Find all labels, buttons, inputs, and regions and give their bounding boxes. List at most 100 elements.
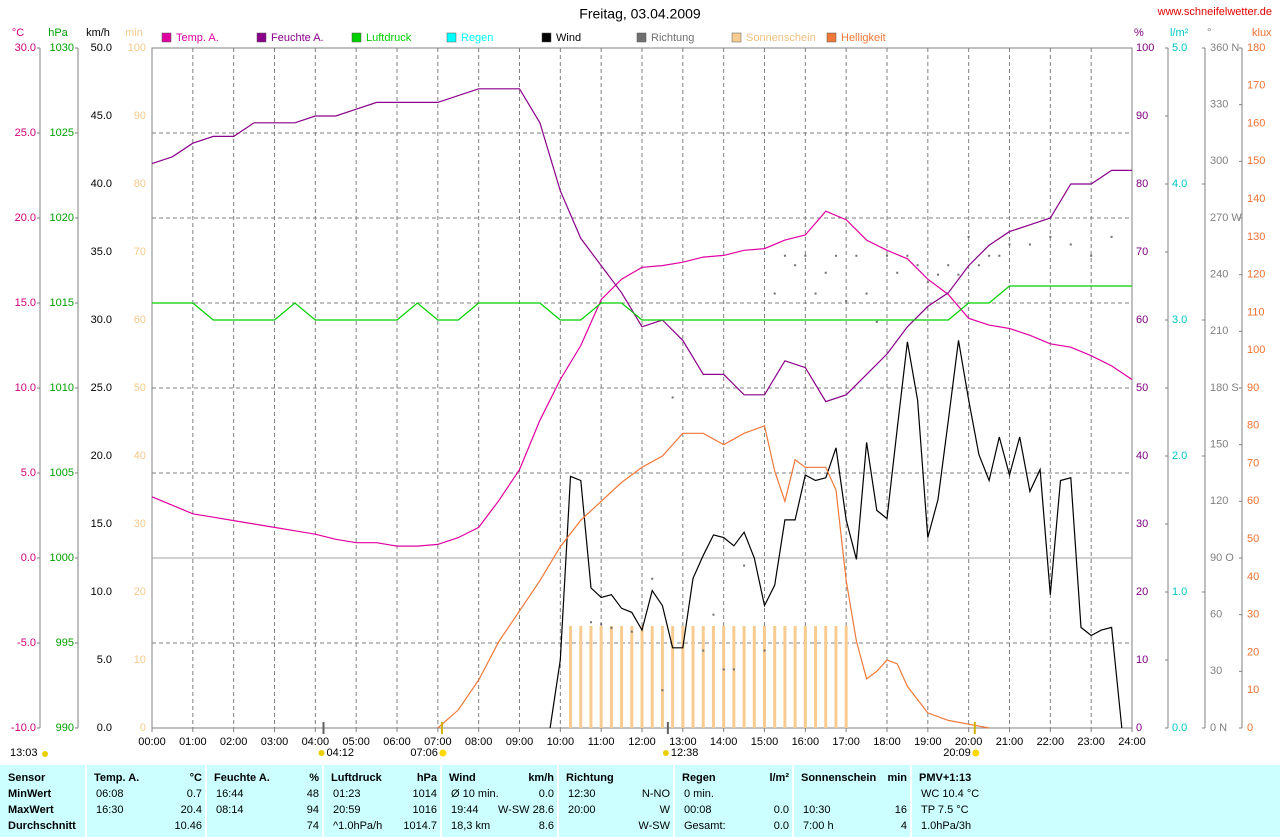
moon-icon: [42, 751, 48, 757]
y-tick-label: 15.0: [15, 297, 36, 309]
y-tick-label: 300: [1210, 155, 1228, 167]
sunshine-bar: [660, 626, 664, 728]
y-tick-label: 170: [1247, 80, 1265, 92]
y-tick-label: 120: [1210, 495, 1228, 507]
direction-dot: [926, 281, 929, 284]
stats-time: 10:30: [803, 804, 831, 816]
y-tick-label: 5.0: [21, 467, 36, 479]
y-tick-label: 30.0: [15, 42, 36, 54]
legend-label: Sonnenschein: [746, 32, 816, 44]
y-tick-label: 40: [134, 450, 146, 462]
x-tick-label: 15:00: [751, 736, 779, 748]
x-tick-label: 02:00: [220, 736, 248, 748]
sunshine-bar: [589, 626, 593, 728]
stats-value: 16: [895, 804, 907, 816]
direction-dot: [773, 292, 776, 295]
sunshine-bar: [783, 626, 787, 728]
stats-unit: min: [887, 772, 907, 784]
direction-dot: [886, 254, 888, 257]
direction-dot: [630, 630, 633, 633]
stats-time: 00:08: [684, 804, 712, 816]
y-tick-label: 10: [1136, 654, 1148, 666]
y-tick-label: -10.0: [11, 722, 36, 734]
direction-dot: [1049, 235, 1052, 238]
stats-time: 16:44: [216, 788, 244, 800]
y-tick-label: 1025: [50, 127, 74, 139]
stats-time: 7:00 h: [803, 820, 834, 832]
stats-value: 48: [307, 788, 319, 800]
sun-time: 20:09: [943, 747, 971, 759]
direction-dot: [855, 254, 858, 257]
sunshine-bar: [803, 626, 807, 728]
x-tick-label: 20:00: [955, 736, 983, 748]
y-tick-label: 10.0: [91, 586, 112, 598]
y-tick-label: 20.0: [91, 450, 112, 462]
y-tick-label: 180: [1247, 42, 1265, 54]
direction-dot: [702, 649, 705, 652]
stats-time: Ø 10 min.: [451, 788, 499, 800]
direction-dot: [998, 254, 1001, 257]
y-tick-label: 20: [134, 586, 146, 598]
sun-icon: [439, 749, 447, 757]
stats-value: W-SW 28.6: [498, 804, 554, 816]
sunshine-bar: [763, 626, 766, 728]
stats-time: TP 7.5 °C: [921, 804, 969, 816]
stats-row-label: Durchschnitt: [8, 820, 76, 832]
y-tick-label: 990: [56, 722, 74, 734]
sunshine-bar: [579, 626, 583, 728]
y-tick-label: 90: [1247, 382, 1259, 394]
sunshine-bar: [599, 626, 603, 728]
stats-header: Feuchte A.: [214, 772, 270, 784]
stats-header: Wind: [449, 772, 476, 784]
x-tick-label: 12:00: [628, 736, 656, 748]
x-tick-label: 03:00: [261, 736, 289, 748]
x-tick-label: 05:00: [342, 736, 370, 748]
stats-value: 74: [307, 820, 319, 832]
legend-swatch: [161, 32, 172, 43]
y-tick-label: 330: [1210, 99, 1228, 111]
y-tick-label: 1030: [50, 42, 74, 54]
y-tick-label: 110: [1247, 306, 1265, 318]
direction-dot: [732, 668, 735, 671]
sunshine-bar: [609, 626, 613, 728]
direction-dot: [834, 254, 837, 257]
y-tick-label: 15.0: [91, 518, 112, 530]
x-tick-label: 18:00: [873, 736, 901, 748]
legend-label: Wind: [556, 32, 581, 44]
x-tick-label: 00:00: [138, 736, 166, 748]
moon-icon: [318, 750, 325, 756]
direction-dot: [1028, 243, 1031, 246]
y-tick-label: 20: [1247, 646, 1259, 658]
y-tick-label: 10.0: [15, 382, 36, 394]
direction-dot: [1090, 254, 1093, 257]
sunshine-bar: [814, 626, 818, 728]
stats-time: 01:23: [333, 788, 361, 800]
y-tick-label: 5.0: [97, 654, 112, 666]
y-tick-label: 50: [1136, 382, 1148, 394]
x-tick-label: 19:00: [914, 736, 942, 748]
direction-dot: [977, 264, 980, 267]
y-tick-label: 20.0: [15, 212, 36, 224]
y-tick-label: 160: [1247, 117, 1265, 129]
sunshine-bar: [722, 626, 726, 728]
y-tick-label: 0.0: [97, 722, 112, 734]
stats-value: 4: [901, 820, 907, 832]
x-tick-label: 22:00: [1037, 736, 1065, 748]
y-tick-label: 20: [1136, 586, 1148, 598]
y-tick-label: 240: [1210, 269, 1228, 281]
axis-unit: °: [1207, 27, 1211, 39]
sunshine-bar: [640, 626, 644, 728]
y-tick-label: 30: [1247, 609, 1259, 621]
y-tick-label: 30: [1210, 665, 1222, 677]
stats-header: Temp. A.: [94, 772, 139, 784]
sun-icon: [972, 749, 980, 757]
stats-time: 1.0hPa/3h: [921, 820, 971, 832]
stats-time: WC 10.4 °C: [921, 788, 979, 800]
stats-time: 16:30: [96, 804, 124, 816]
axis-unit: °C: [12, 27, 24, 39]
stats-time: 19:44: [451, 804, 479, 816]
x-tick-label: 13:00: [669, 736, 697, 748]
y-tick-label: 60: [134, 314, 146, 326]
stats-value: 1014: [413, 788, 437, 800]
y-tick-label: 30: [1136, 518, 1148, 530]
